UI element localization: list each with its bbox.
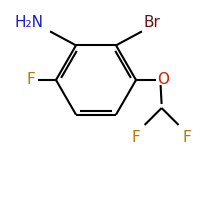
Text: H₂N: H₂N <box>14 15 43 30</box>
Text: F: F <box>183 130 191 145</box>
Text: O: O <box>157 72 169 88</box>
Text: F: F <box>26 72 35 88</box>
Text: Br: Br <box>143 15 160 30</box>
Text: F: F <box>132 130 141 145</box>
